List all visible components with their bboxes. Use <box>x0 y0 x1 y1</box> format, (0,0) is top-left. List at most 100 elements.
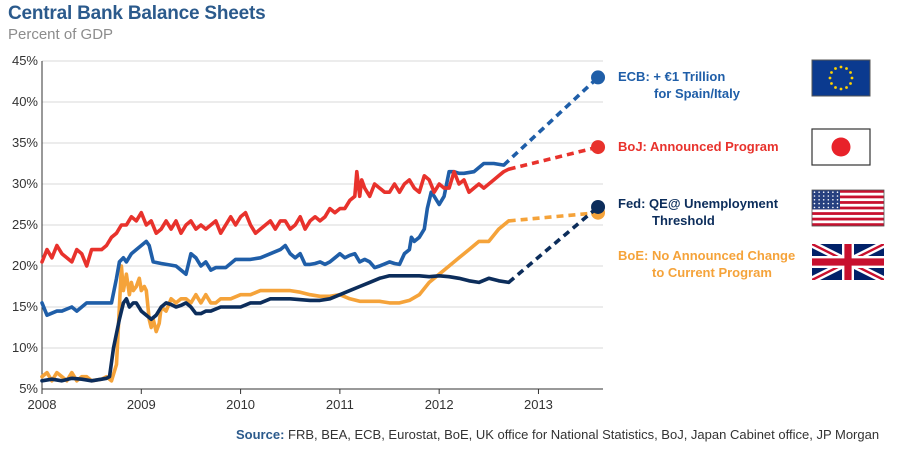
annotation-boj: BoJ: Announced Program <box>618 139 779 154</box>
us-star <box>832 202 834 205</box>
y-tick-label: 15% <box>12 299 38 314</box>
eu-star <box>845 86 848 89</box>
us-star <box>832 191 834 193</box>
us-star <box>827 202 830 205</box>
annotation-boe: to Current Program <box>652 265 772 280</box>
us-stripe <box>812 195 884 199</box>
series-lines <box>40 70 606 383</box>
us-stripe <box>812 217 884 221</box>
eu-flag-icon <box>811 59 871 97</box>
eu-star <box>834 86 837 89</box>
source-text: FRB, BEA, ECB, Eurostat, BoE, UK office … <box>284 427 880 442</box>
us-stripe <box>812 209 884 213</box>
x-tick-label: 2008 <box>28 397 57 412</box>
eu-star <box>830 82 833 85</box>
japan-flag-icon <box>811 128 871 166</box>
x-tick-label: 2013 <box>524 397 553 412</box>
eu-star <box>850 76 854 80</box>
annotation-fed: Threshold <box>652 213 715 228</box>
source-label: Source: <box>236 427 285 442</box>
annotation-boe: BoE: No Announced Change <box>618 248 795 263</box>
us-star <box>813 199 816 201</box>
us-stripe <box>812 192 884 196</box>
us-star <box>832 199 834 201</box>
us-stripe <box>812 206 884 210</box>
us-star <box>822 206 825 209</box>
us-star <box>827 195 830 197</box>
us-star <box>836 206 839 209</box>
series-line-ecb <box>40 161 506 318</box>
y-tick-label: 25% <box>12 217 38 232</box>
eu-star <box>834 67 837 70</box>
eu-star <box>839 87 843 91</box>
us-star <box>827 206 830 209</box>
annotation-fed: Fed: QE@ Unemployment <box>618 196 779 211</box>
y-axis: 5% 10% 15% 20% 25% 30% 35% 40% 45% <box>12 53 43 396</box>
us-star <box>836 199 839 201</box>
annotation-ecb: ECB: + €1 Trillion <box>618 69 725 84</box>
eu-star <box>839 65 843 69</box>
eu-star <box>849 71 852 74</box>
projection-line-fed <box>507 205 600 284</box>
us-star <box>813 191 816 193</box>
projection-line-ecb <box>502 76 600 167</box>
us-stripe <box>812 220 884 224</box>
us-stripe <box>812 198 884 202</box>
us-stripe <box>812 190 884 193</box>
us-star <box>822 202 825 205</box>
us-star <box>822 199 825 201</box>
endpoint-marker-ecb <box>591 70 606 85</box>
eu-star <box>849 82 852 85</box>
us-star <box>832 195 834 197</box>
us-star <box>818 202 820 205</box>
us-star <box>836 191 839 193</box>
us-stripe <box>812 214 884 218</box>
annotation-ecb: for Spain/Italy <box>654 86 741 101</box>
source-note: Source: FRB, BEA, ECB, Eurostat, BoE, UK… <box>236 427 879 442</box>
y-tick-label: 45% <box>12 53 38 68</box>
us-star <box>813 195 816 197</box>
x-tick-label: 2012 <box>425 397 454 412</box>
x-tick-label: 2011 <box>326 397 354 412</box>
us-stripe <box>812 201 884 205</box>
us-star <box>827 199 830 201</box>
us-star <box>818 199 820 201</box>
us-star <box>827 191 830 193</box>
us-stripe <box>812 212 884 216</box>
series-line-fed <box>40 273 511 383</box>
projection-line-boe <box>508 210 599 223</box>
us-star <box>818 191 820 193</box>
projection-line-boj <box>508 145 599 171</box>
us-star <box>836 202 839 205</box>
endpoint-marker-fed <box>591 199 606 214</box>
series-line-boj <box>40 167 511 268</box>
eu-star <box>828 76 832 80</box>
x-axis: 2008 2009 2010 2011 2012 2013 <box>28 388 603 412</box>
x-tick-label: 2010 <box>226 397 255 412</box>
us-stripe <box>812 203 884 207</box>
uk-flag-icon <box>812 244 884 280</box>
y-tick-label: 20% <box>12 258 38 273</box>
us-star <box>832 206 834 209</box>
y-tick-label: 30% <box>12 176 38 191</box>
y-tick-label: 5% <box>19 381 38 396</box>
chart-title: Central Bank Balance Sheets <box>8 3 266 24</box>
country-flags <box>811 59 885 280</box>
us-star <box>818 195 820 197</box>
us-star <box>822 195 825 197</box>
us-star <box>818 206 820 209</box>
eu-star <box>830 71 833 74</box>
eu-star <box>845 67 848 70</box>
us-star <box>813 202 816 205</box>
us-star <box>822 191 825 193</box>
chart-subtitle: Percent of GDP <box>8 26 114 43</box>
y-tick-label: 40% <box>12 94 38 109</box>
y-tick-label: 35% <box>12 135 38 150</box>
us-star <box>836 195 839 197</box>
y-tick-label: 10% <box>12 340 38 355</box>
series-annotations: ECB: + €1 Trillion for Spain/Italy BoJ: An… <box>618 69 795 280</box>
x-tick-label: 2009 <box>127 397 156 412</box>
us-stripe <box>812 223 884 227</box>
us-star <box>813 206 816 209</box>
